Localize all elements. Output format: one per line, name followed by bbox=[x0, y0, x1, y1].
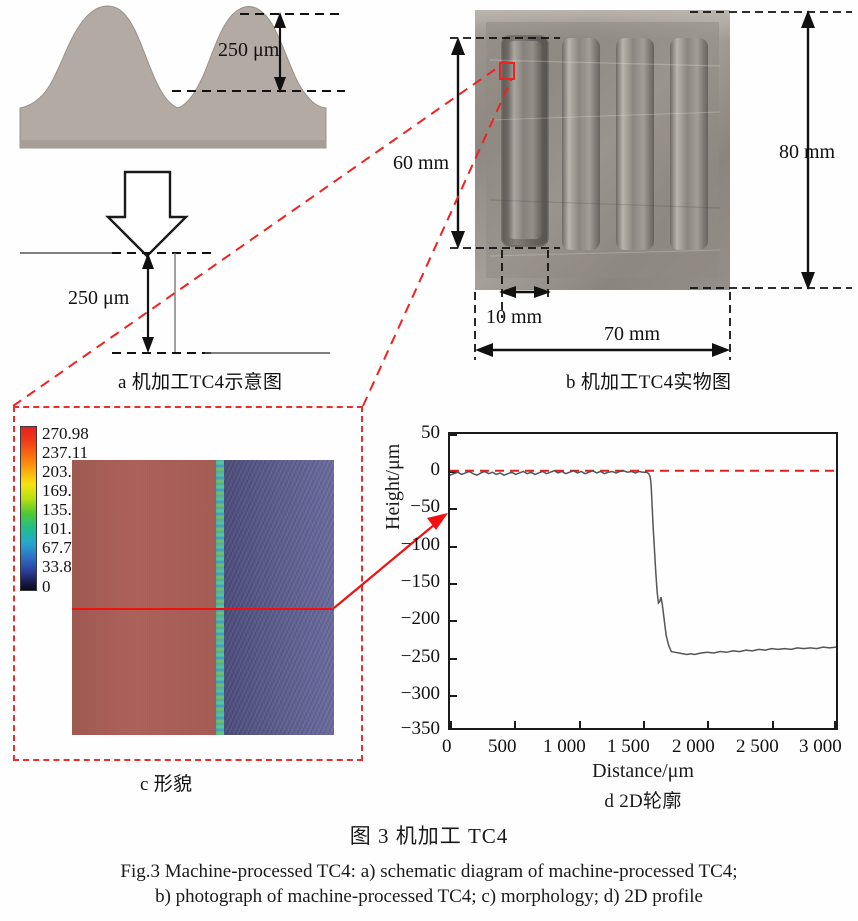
xtick-label-0: 0 bbox=[442, 736, 452, 757]
panel-a-top-dimension-label: 250 μm bbox=[218, 39, 280, 61]
panel-c-label: c 形貌 bbox=[140, 774, 193, 795]
caption-english-line2: b) photograph of machine-processed TC4; … bbox=[155, 886, 703, 908]
down-arrow-icon bbox=[105, 170, 189, 258]
x-tick-2500 bbox=[772, 721, 774, 728]
y-axis-title: Height/μm bbox=[382, 443, 404, 530]
xtick-label-1000: 1 000 bbox=[543, 736, 586, 757]
x-tick-1000 bbox=[579, 721, 581, 728]
block-base bbox=[20, 140, 326, 148]
ytick-label-n100: −100 bbox=[400, 534, 440, 555]
dimension-80mm bbox=[801, 10, 815, 290]
ytick-label-n250: −250 bbox=[400, 646, 440, 667]
panel-a-bottom-dimension-label: 250 μm bbox=[68, 287, 130, 309]
morphology-low-region bbox=[224, 460, 334, 735]
ytick-label-0: 0 bbox=[430, 459, 441, 480]
y-tick-n250 bbox=[450, 658, 457, 660]
xtick-label-2000: 2 000 bbox=[672, 736, 715, 757]
panel-b-height-label: 80 mm bbox=[779, 141, 836, 163]
y-tick-n300 bbox=[450, 695, 457, 697]
ytick-label-n50: −50 bbox=[410, 496, 440, 517]
caption-english-line1: Fig.3 Machine-processed TC4: a) schemati… bbox=[120, 861, 738, 882]
panel-b-inner-height-label: 60 mm bbox=[393, 152, 450, 174]
colorbar-tick-1: 237.11 bbox=[42, 443, 89, 462]
y-tick-50 bbox=[450, 434, 457, 436]
surface-texture bbox=[489, 59, 721, 257]
xtick-label-2500: 2 500 bbox=[736, 736, 779, 757]
panel-b-width-label: 70 mm bbox=[604, 323, 661, 345]
y-tick-0 bbox=[450, 471, 457, 473]
colorbar-tick-7: 33.87 bbox=[42, 557, 81, 576]
panel-b-label: b 机加工TC4实物图 bbox=[566, 372, 732, 393]
y-tick-n200 bbox=[450, 620, 457, 622]
profile-chart-plot-area bbox=[448, 432, 838, 730]
x-axis-title: Distance/μm bbox=[592, 760, 694, 782]
machined-step-profile bbox=[20, 252, 330, 354]
dimension-60mm bbox=[451, 37, 465, 249]
xtick-label-500: 500 bbox=[488, 736, 517, 757]
ytick-label-n300: −300 bbox=[400, 683, 440, 704]
profile-curve bbox=[450, 469, 836, 656]
profile-chart-inner bbox=[450, 434, 836, 728]
panel-d-label: d 2D轮廓 bbox=[604, 791, 682, 812]
y-tick-n50 bbox=[450, 508, 457, 510]
panel-a-schematic bbox=[19, 5, 345, 354]
panel-b-groove-width-label: 10 mm bbox=[486, 306, 543, 328]
profile-chart-svg bbox=[450, 469, 836, 656]
figure-caption: 图 3 机加工 TC4 Fig.3 Machine-processed TC4:… bbox=[0, 820, 858, 909]
xtick-label-1500: 1 500 bbox=[607, 736, 650, 757]
dimension-arrow-bottom bbox=[142, 253, 154, 353]
ytick-label-n150: −150 bbox=[400, 571, 440, 592]
x-tick-2000 bbox=[707, 721, 709, 728]
colorbar-tick-0: 270.98 bbox=[42, 424, 89, 443]
ridge-1 bbox=[508, 41, 542, 239]
x-tick-0 bbox=[450, 721, 452, 728]
x-tick-500 bbox=[514, 721, 516, 728]
morphology-scan-line bbox=[72, 608, 334, 610]
ridge-2 bbox=[562, 38, 600, 250]
ytick-label-n200: −200 bbox=[400, 608, 440, 629]
colorbar-tick-8: 0 bbox=[42, 577, 51, 596]
ridge-4 bbox=[670, 38, 708, 250]
dimension-70mm bbox=[475, 343, 730, 357]
morphology-step-edge bbox=[216, 460, 225, 735]
caption-chinese: 图 3 机加工 TC4 bbox=[349, 824, 509, 848]
panel-a-label: a 机加工TC4示意图 bbox=[118, 372, 283, 393]
morphology-image bbox=[72, 460, 334, 735]
y-tick-n150 bbox=[450, 583, 457, 585]
colorbar-tick-6: 67.74 bbox=[42, 538, 81, 557]
x-tick-1500 bbox=[643, 721, 645, 728]
colorbar-gradient bbox=[20, 426, 37, 591]
xtick-label-3000: 3 000 bbox=[799, 736, 842, 757]
ridge-3 bbox=[616, 38, 654, 250]
ytick-label-n350: −350 bbox=[400, 718, 440, 739]
ytick-label-50: 50 bbox=[421, 422, 440, 443]
morphology-high-region bbox=[72, 460, 218, 735]
x-tick-3000 bbox=[834, 721, 836, 728]
y-tick-n100 bbox=[450, 546, 457, 548]
